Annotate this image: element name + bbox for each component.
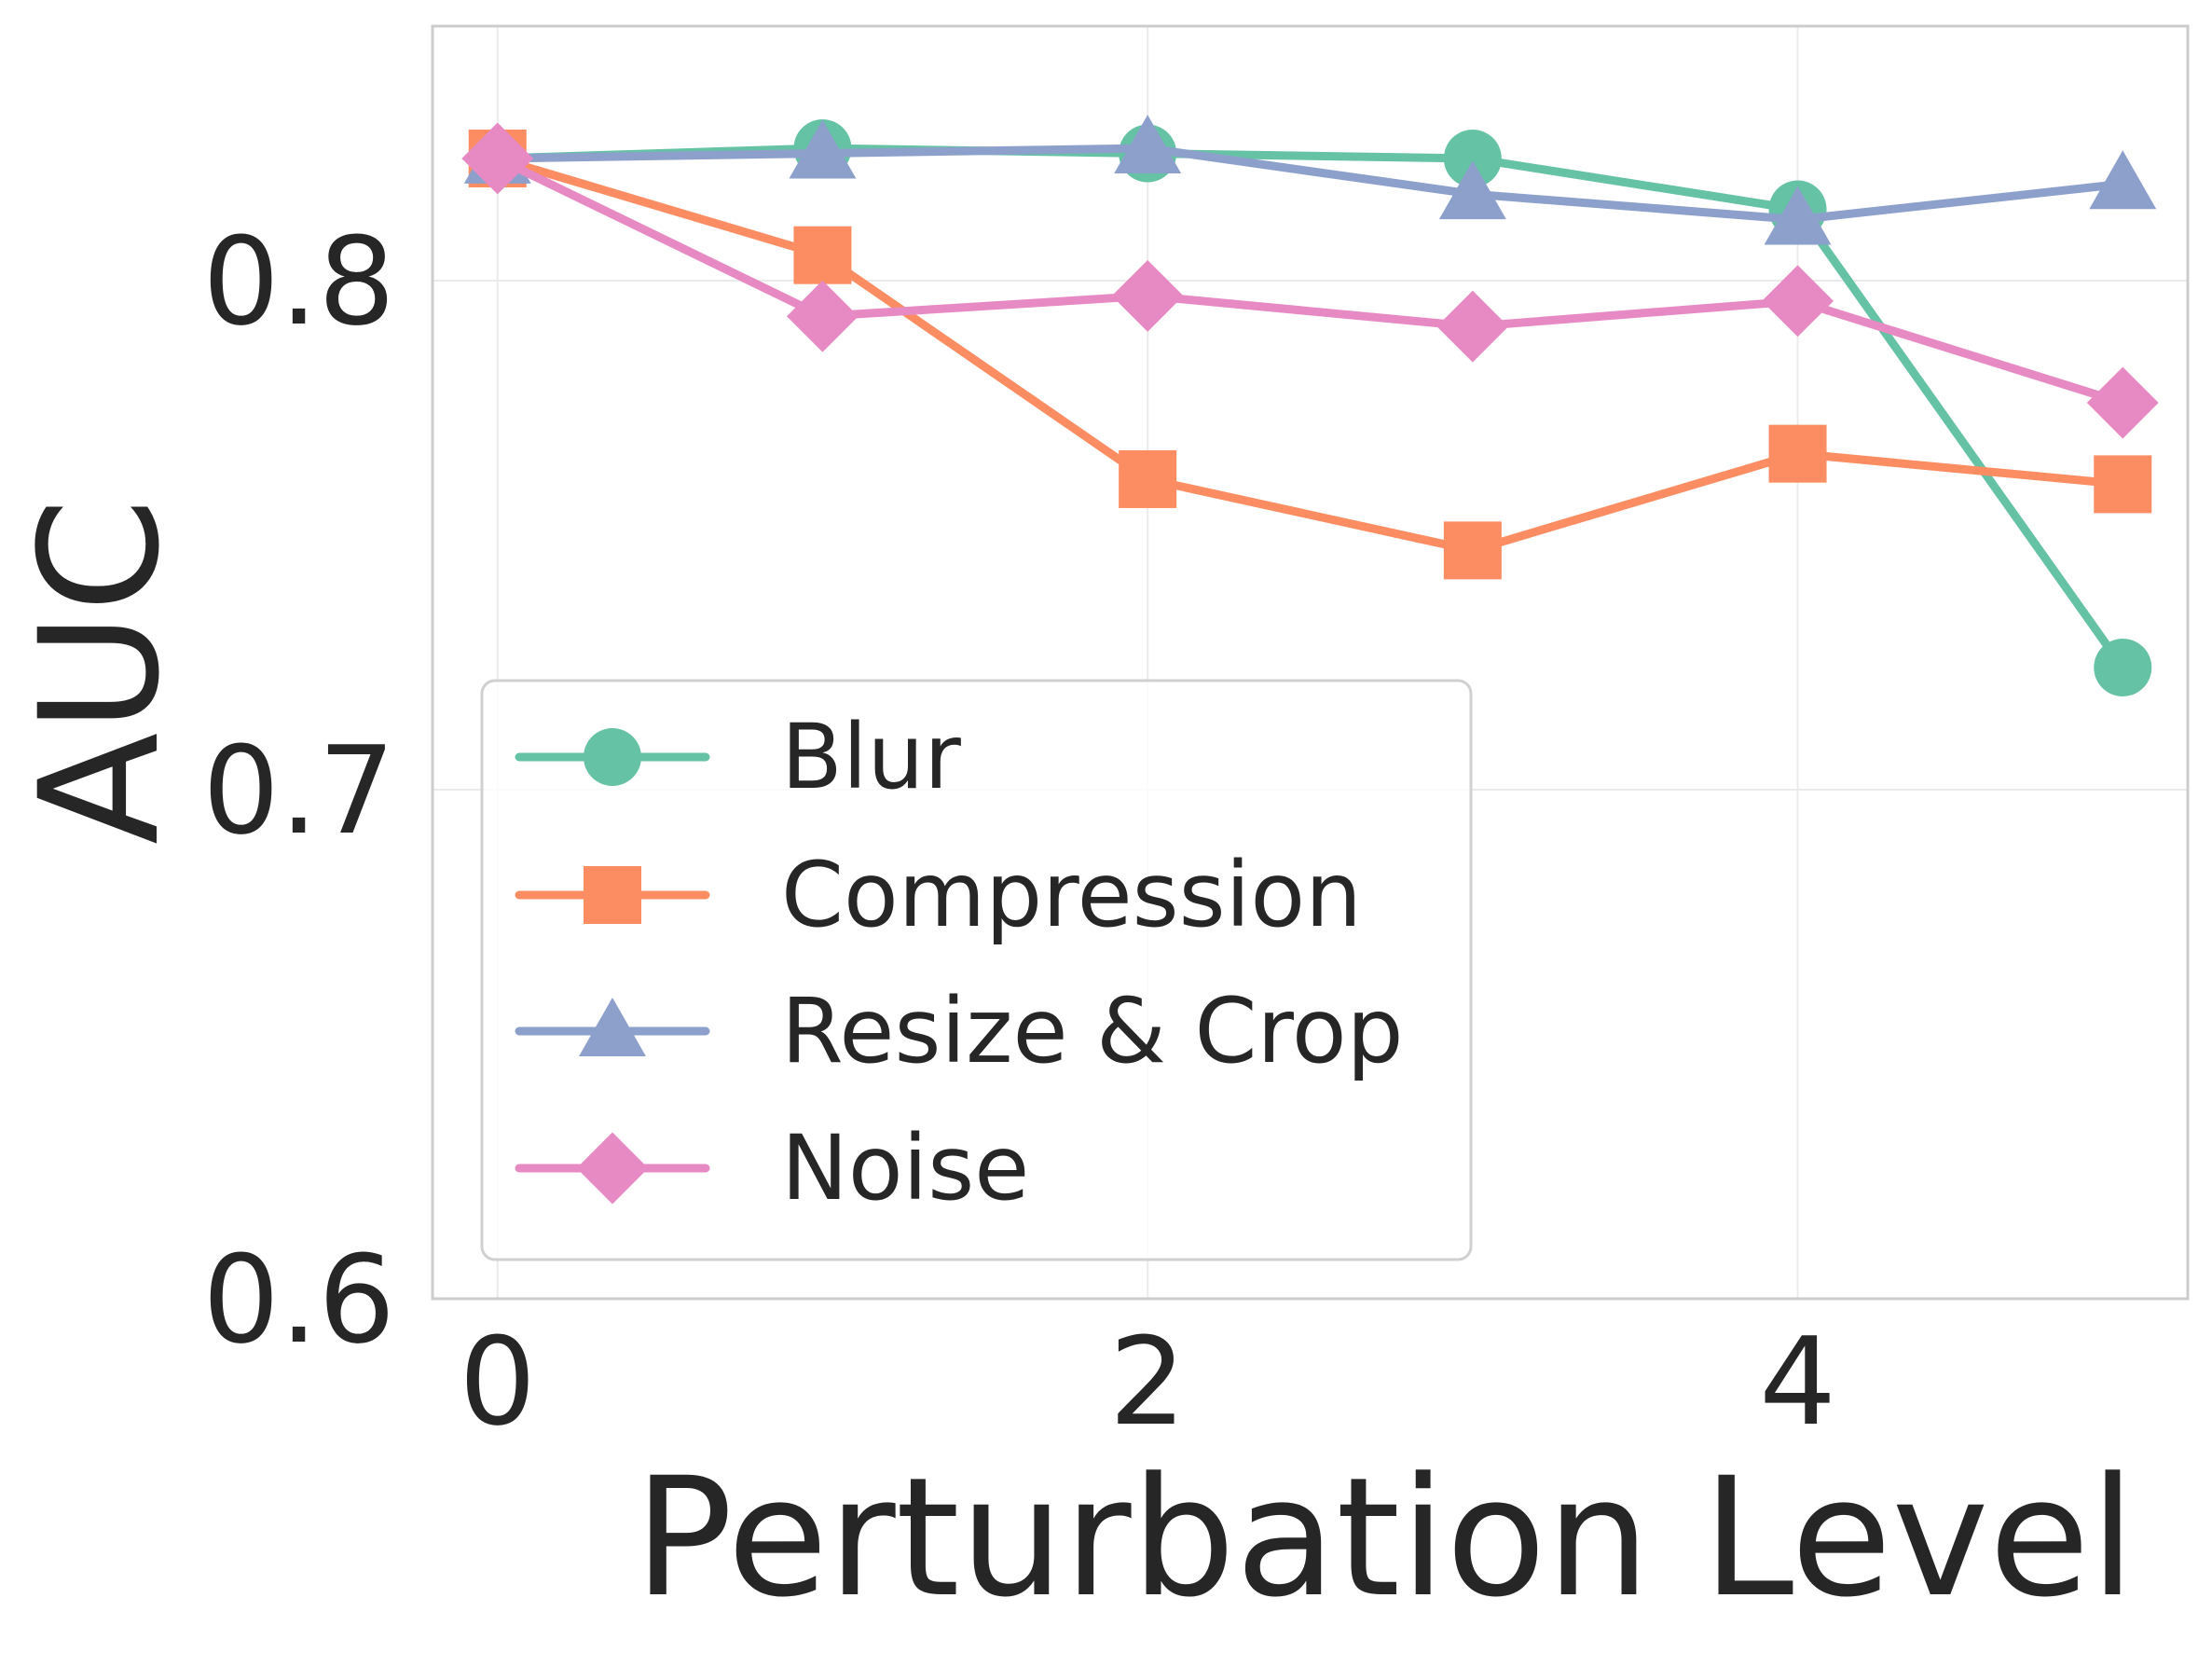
- y-tick-label: 0.7: [202, 720, 395, 861]
- y-tick-label: 0.6: [202, 1229, 395, 1371]
- series-layer: [461, 115, 2159, 696]
- series-line-compression: [493, 154, 2127, 555]
- legend: Blur Compression Resize & Crop Noise: [480, 679, 1473, 1261]
- data-point-compression: [793, 226, 852, 284]
- data-point-blur: [2094, 638, 2152, 696]
- data-point-noise: [2086, 366, 2159, 439]
- legend-label-resize-crop: Resize & Crop: [781, 979, 1404, 1083]
- data-point-noise: [787, 280, 859, 352]
- y-axis-title: AUC: [5, 498, 196, 845]
- data-point-resize-crop: [1438, 160, 1506, 220]
- legend-marker-blur: [584, 728, 641, 786]
- legend-item-compression: Compression: [515, 843, 1362, 947]
- series-noise: [461, 122, 2159, 439]
- data-point-compression: [1443, 521, 1502, 580]
- legend-marker-resize-crop: [579, 998, 646, 1056]
- legend-item-blur: Blur: [515, 705, 961, 809]
- y-tick-label: 0.8: [202, 211, 395, 352]
- legend-items: Blur Compression Resize & Crop Noise: [515, 705, 1404, 1220]
- data-point-noise: [1111, 259, 1184, 332]
- x-tick-label: 4: [1759, 1311, 1836, 1453]
- legend-item-resize-crop: Resize & Crop: [515, 979, 1404, 1083]
- data-point-blur: [1443, 129, 1502, 187]
- legend-box: [480, 679, 1473, 1261]
- tick-labels: 0 2 4 0.6 0.7 0.8: [202, 211, 1836, 1453]
- legend-marker-noise: [576, 1132, 649, 1205]
- data-point-resize-crop: [1114, 115, 1182, 174]
- data-point-resize-crop: [2089, 150, 2157, 210]
- legend-marker-compression: [584, 866, 641, 924]
- data-point-resize-crop: [1764, 186, 1832, 245]
- data-point-resize-crop: [789, 119, 857, 179]
- data-point-compression: [1119, 449, 1177, 508]
- series-line-blur: [493, 144, 2127, 672]
- plot-frame: [431, 24, 2190, 1301]
- legend-label-compression: Compression: [781, 843, 1362, 947]
- series-line-noise: [493, 154, 2127, 407]
- series-line-resize-crop: [493, 144, 2127, 224]
- legend-label-blur: Blur: [781, 705, 961, 809]
- legend-item-noise: Noise: [515, 1116, 1029, 1220]
- data-point-compression: [1768, 424, 1827, 483]
- data-point-noise: [1436, 290, 1509, 363]
- x-axis-title: Perturbation Level: [634, 1442, 2136, 1633]
- data-point-compression: [2094, 455, 2152, 514]
- series-resize-crop: [463, 115, 2157, 245]
- legend-label-noise: Noise: [781, 1116, 1029, 1220]
- data-point-noise: [461, 122, 534, 195]
- data-point-noise: [1762, 265, 1834, 337]
- x-tick-label: 2: [1109, 1311, 1187, 1453]
- x-tick-label: 0: [459, 1311, 536, 1453]
